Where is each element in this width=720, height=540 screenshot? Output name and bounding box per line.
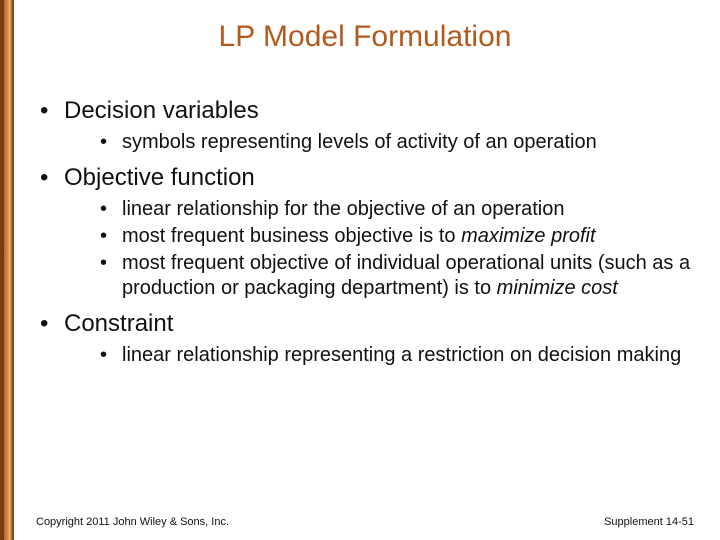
- bullet-label: Objective function: [64, 164, 255, 191]
- bullet-label: Constraint: [64, 310, 173, 337]
- sub-bullet-list: symbols representing levels of activity …: [64, 130, 694, 155]
- sub-bullet: linear relationship representing a restr…: [94, 343, 694, 368]
- sub-bullet-text: most frequent business objective is to: [122, 225, 461, 247]
- bullet-objective-function: Objective function linear relationship f…: [36, 163, 694, 301]
- page-number: Supplement 14-51: [604, 516, 694, 528]
- bullet-decision-variables: Decision variables symbols representing …: [36, 96, 694, 155]
- slide-footer: Copyright 2011 John Wiley & Sons, Inc. S…: [36, 516, 694, 528]
- bullet-label: Decision variables: [64, 97, 259, 124]
- sub-bullet: symbols representing levels of activity …: [94, 130, 694, 155]
- left-border-decoration: [0, 0, 14, 540]
- bullet-list: Decision variables symbols representing …: [36, 96, 694, 368]
- slide-title: LP Model Formulation: [36, 20, 694, 54]
- bullet-constraint: Constraint linear relationship represent…: [36, 309, 694, 368]
- slide-body: LP Model Formulation Decision variables …: [14, 0, 720, 540]
- sub-bullet: linear relationship for the objective of…: [94, 197, 694, 222]
- sub-bullet: most frequent objective of individual op…: [94, 251, 694, 301]
- sub-bullet: most frequent business objective is to m…: [94, 224, 694, 249]
- emphasized-text: maximize profit: [461, 225, 595, 247]
- copyright-text: Copyright 2011 John Wiley & Sons, Inc.: [36, 516, 229, 528]
- emphasized-text: minimize cost: [497, 277, 618, 299]
- sub-bullet-list: linear relationship representing a restr…: [64, 343, 694, 368]
- sub-bullet-list: linear relationship for the objective of…: [64, 197, 694, 301]
